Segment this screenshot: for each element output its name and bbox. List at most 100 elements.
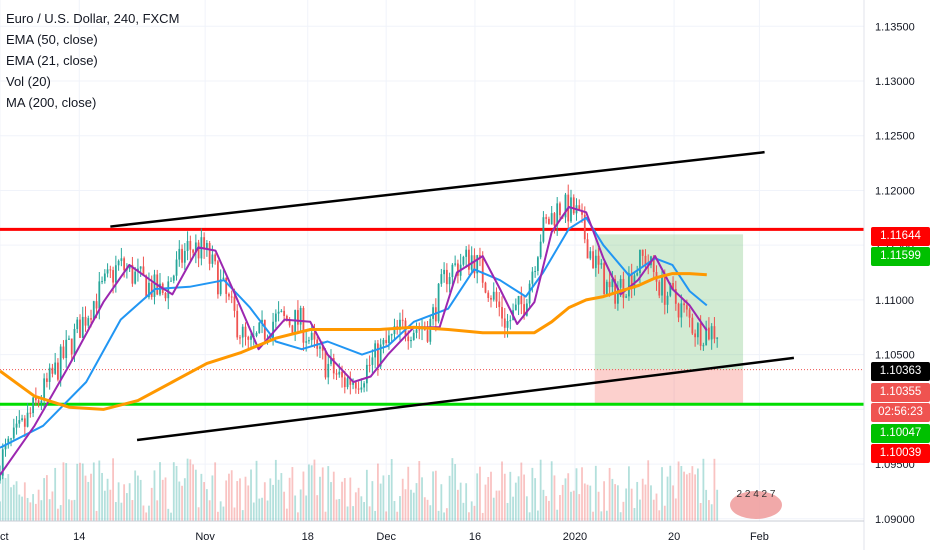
- price-tag: 1.10047: [871, 423, 930, 443]
- candle-body: [310, 332, 313, 341]
- price-tick-label: 1.12000: [875, 185, 915, 197]
- candle-body: [534, 270, 537, 272]
- legend-ema21[interactable]: EMA (21, close): [6, 53, 98, 68]
- candle-body: [272, 321, 274, 338]
- candle-body: [661, 276, 663, 296]
- volume-bar: [625, 488, 628, 521]
- candle-body: [523, 304, 525, 316]
- volume-bar: [349, 477, 352, 521]
- candle-body: [95, 301, 98, 309]
- volume-bar: [211, 475, 214, 521]
- candle-body: [625, 296, 628, 298]
- volume-bar: [297, 512, 299, 521]
- volume-bar: [167, 508, 170, 521]
- candle-body: [542, 217, 545, 242]
- volume-bar: [570, 491, 572, 521]
- volume-bar: [156, 500, 159, 521]
- candle-body: [401, 319, 404, 321]
- volume-bar: [159, 462, 161, 521]
- channel-lower-line: [136, 356, 795, 442]
- candle-body: [559, 203, 561, 216]
- price-tag: 1.11644: [871, 226, 930, 246]
- symbol-title[interactable]: Euro / U.S. Dollar, 240, FXCM: [6, 11, 180, 26]
- candle-body: [228, 293, 230, 297]
- candle-body: [630, 272, 633, 289]
- trend-channel[interactable]: [110, 150, 795, 442]
- volume-bar: [192, 464, 194, 521]
- volume-bar: [244, 476, 247, 521]
- volume-bar: [321, 467, 324, 521]
- volume-bar: [462, 502, 465, 521]
- candle-body: [628, 272, 630, 297]
- volume-bar: [291, 467, 294, 521]
- volume-bar: [217, 511, 219, 521]
- candle-body: [48, 367, 51, 382]
- candle-body: [352, 382, 354, 385]
- candle-body: [244, 326, 247, 337]
- candle-body: [197, 242, 200, 259]
- volume-bar: [564, 478, 567, 521]
- candle-body: [319, 346, 321, 349]
- candle-body: [302, 307, 305, 343]
- volume-bar: [437, 510, 440, 521]
- candle-body: [713, 326, 716, 339]
- volume-bar: [412, 492, 415, 521]
- volume-bar: [45, 475, 48, 521]
- volume-bar: [277, 479, 280, 521]
- volume-bar: [87, 481, 90, 521]
- volume-bar: [528, 512, 531, 521]
- candle-body: [545, 217, 548, 219]
- candle-body: [172, 275, 175, 281]
- volume-bar: [503, 473, 506, 521]
- volume-bar: [37, 489, 40, 521]
- candle-body: [274, 313, 277, 322]
- legend-vol[interactable]: Vol (20): [6, 74, 51, 89]
- volume-bar: [288, 477, 291, 521]
- candle-body: [134, 271, 137, 284]
- volume-bar: [164, 477, 167, 521]
- volume-bar: [710, 504, 713, 521]
- volume-bar: [539, 459, 542, 521]
- volume-bar: [79, 462, 81, 521]
- volume-bar: [487, 477, 490, 521]
- candle-body: [503, 318, 506, 328]
- volume-bar: [578, 494, 581, 521]
- volume-bar: [51, 491, 54, 521]
- volume-bar: [401, 478, 404, 521]
- candle-body: [21, 418, 23, 421]
- volume-bar: [633, 507, 636, 521]
- candle-body: [583, 214, 586, 240]
- volume-bar: [396, 511, 399, 521]
- candle-body: [363, 383, 366, 388]
- candle-body: [79, 319, 81, 338]
- volume-bar: [269, 478, 272, 521]
- volume-bar: [170, 512, 172, 521]
- volume-bar: [161, 479, 164, 521]
- candle-body: [170, 280, 172, 282]
- candle-body: [426, 330, 429, 342]
- candle-body: [332, 358, 335, 374]
- candle-body: [412, 332, 415, 340]
- time-axis[interactable]: Oct14Nov18Dec16202020Feb: [0, 531, 769, 543]
- candle-body: [101, 281, 103, 283]
- candle-body: [666, 295, 669, 305]
- volume-bar: [476, 473, 479, 521]
- candle-body: [432, 307, 434, 319]
- volume-bar: [23, 482, 26, 521]
- legend-ma200[interactable]: MA (200, close): [6, 95, 97, 110]
- volume-bar: [178, 481, 181, 521]
- candle-body: [87, 318, 90, 326]
- long-position-tool[interactable]: [0, 234, 864, 406]
- volume-bar: [95, 510, 98, 521]
- volume-bar: [608, 467, 611, 521]
- volume-bar: [266, 500, 269, 521]
- volume-bar: [26, 497, 29, 521]
- candle-body: [247, 336, 250, 340]
- price-tick-label: 1.11000: [875, 295, 914, 307]
- volume-bar: [628, 466, 630, 521]
- volume-bar: [694, 474, 697, 521]
- volume-bar: [525, 496, 528, 521]
- candle-body: [531, 271, 534, 284]
- legend-ema50[interactable]: EMA (50, close): [6, 32, 98, 47]
